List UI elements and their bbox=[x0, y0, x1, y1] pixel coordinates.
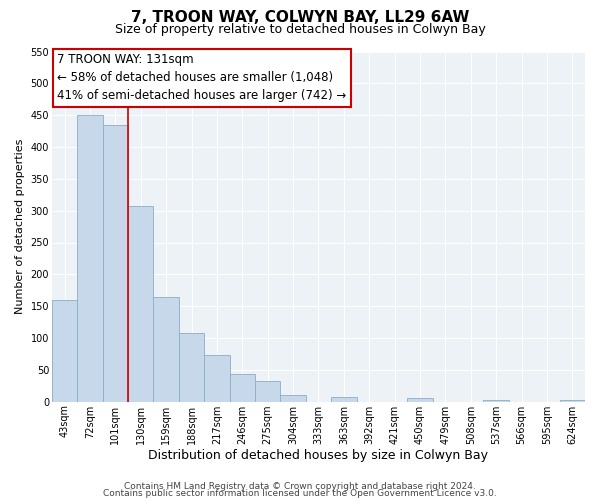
Bar bbox=[230, 374, 255, 402]
Bar bbox=[280, 396, 306, 402]
X-axis label: Distribution of detached houses by size in Colwyn Bay: Distribution of detached houses by size … bbox=[148, 450, 488, 462]
Bar bbox=[560, 400, 585, 402]
Bar bbox=[154, 296, 179, 402]
Bar bbox=[52, 300, 77, 402]
Text: 7 TROON WAY: 131sqm
← 58% of detached houses are smaller (1,048)
41% of semi-det: 7 TROON WAY: 131sqm ← 58% of detached ho… bbox=[57, 54, 347, 102]
Y-axis label: Number of detached properties: Number of detached properties bbox=[15, 139, 25, 314]
Bar bbox=[407, 398, 433, 402]
Bar bbox=[77, 115, 103, 402]
Bar bbox=[204, 354, 230, 402]
Bar bbox=[331, 397, 356, 402]
Bar bbox=[179, 333, 204, 402]
Text: Contains HM Land Registry data © Crown copyright and database right 2024.: Contains HM Land Registry data © Crown c… bbox=[124, 482, 476, 491]
Bar bbox=[255, 382, 280, 402]
Text: Contains public sector information licensed under the Open Government Licence v3: Contains public sector information licen… bbox=[103, 489, 497, 498]
Bar bbox=[103, 124, 128, 402]
Bar bbox=[128, 206, 154, 402]
Bar bbox=[484, 400, 509, 402]
Text: Size of property relative to detached houses in Colwyn Bay: Size of property relative to detached ho… bbox=[115, 22, 485, 36]
Text: 7, TROON WAY, COLWYN BAY, LL29 6AW: 7, TROON WAY, COLWYN BAY, LL29 6AW bbox=[131, 10, 469, 25]
